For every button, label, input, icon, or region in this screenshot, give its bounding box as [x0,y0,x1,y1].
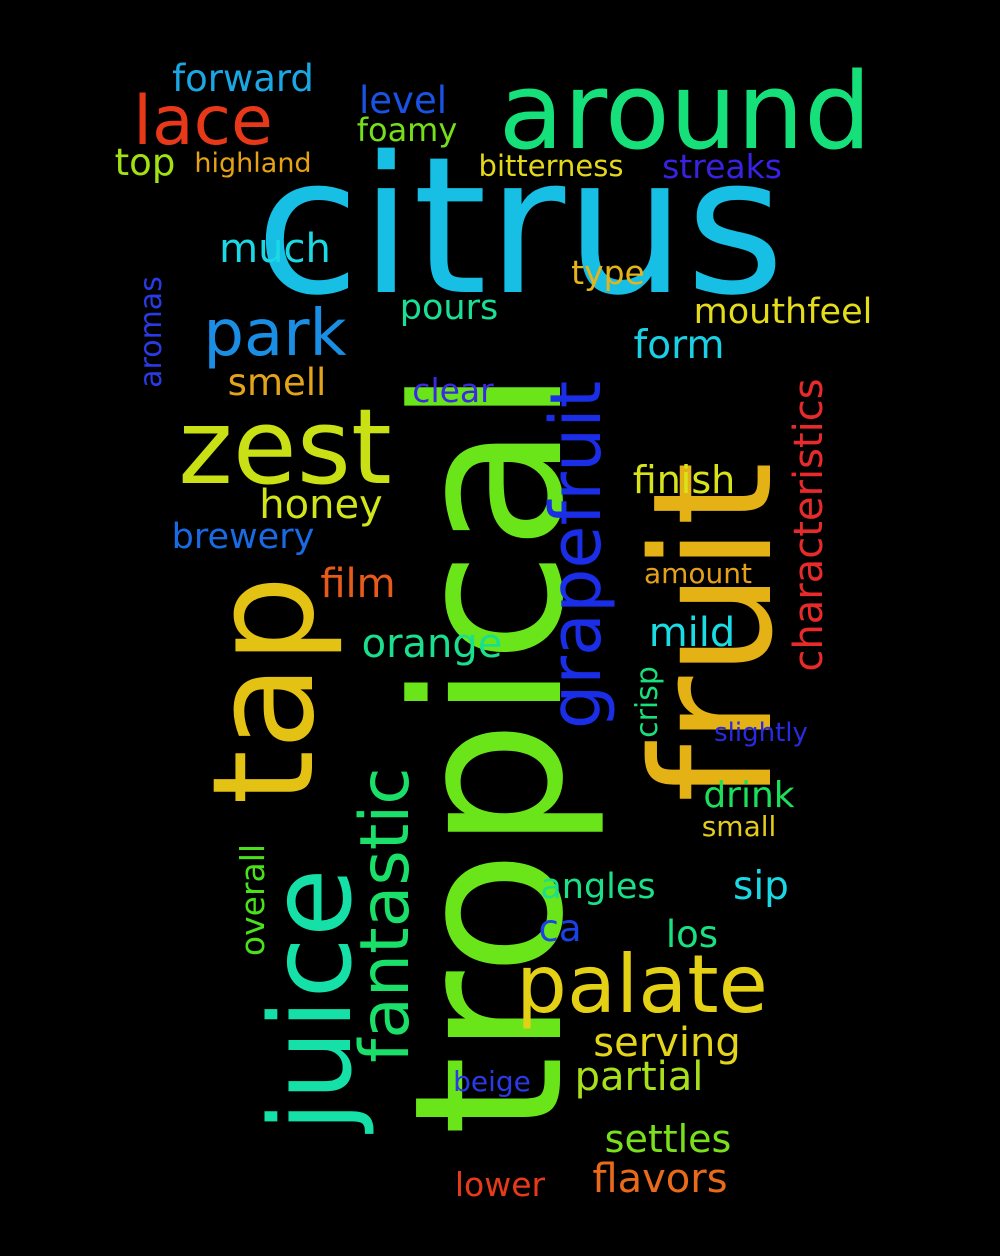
word-bitterness: bitterness [479,149,624,183]
word-level: level [359,79,447,122]
word-overall: overall [233,844,272,956]
word-zest: zest [178,386,392,508]
word-clear: clear [412,371,494,410]
word-much: much [219,226,331,272]
word-sip: sip [733,864,789,909]
word-los: los [666,913,718,956]
word-small: small [702,810,777,843]
word-tap: tap [183,575,346,805]
word-fantastic: fantastic [346,767,425,1062]
word-settles: settles [605,1117,732,1161]
word-characteristics: characteristics [786,378,832,671]
word-around: around [499,50,872,173]
word-finish: finish [633,458,735,502]
word-slightly: slightly [714,718,808,748]
word-form: form [634,323,725,368]
word-streaks: streaks [662,147,782,186]
word-tropical: tropical [371,368,609,1136]
word-park: park [203,297,346,371]
word-amount: amount [644,557,752,590]
word-serving: serving [593,1020,740,1066]
word-brewery: brewery [172,517,315,557]
word-fruit: fruit [617,461,809,802]
word-flavors: flavors [592,1156,727,1202]
word-lace: lace [133,82,273,161]
word-honey: honey [259,482,382,528]
word-mild: mild [649,610,736,656]
word-grapefruit: grapefruit [535,381,617,729]
word-aromas: aromas [134,276,169,388]
word-beige: beige [453,1065,531,1098]
word-partial: partial [575,1054,704,1100]
word-palate: palate [516,938,768,1031]
word-juice: juice [247,868,377,1135]
word-angles: angles [540,867,655,907]
word-forward: forward [172,57,314,100]
word-crisp: crisp [630,666,665,738]
word-lower: lower [455,1165,546,1204]
word-citrus: citrus [255,116,784,337]
word-film: film [320,561,395,607]
word-orange: orange [362,621,503,667]
word-ca: ca [538,907,581,950]
word-drink: drink [703,775,794,816]
word-type: type [571,253,645,292]
word-smell: smell [228,361,327,404]
word-foamy: foamy [357,111,458,149]
word-pours: pours [400,288,498,328]
word-top: top [115,141,176,184]
word-mouthfeel: mouthfeel [694,292,873,332]
word-highland: highland [194,148,311,179]
